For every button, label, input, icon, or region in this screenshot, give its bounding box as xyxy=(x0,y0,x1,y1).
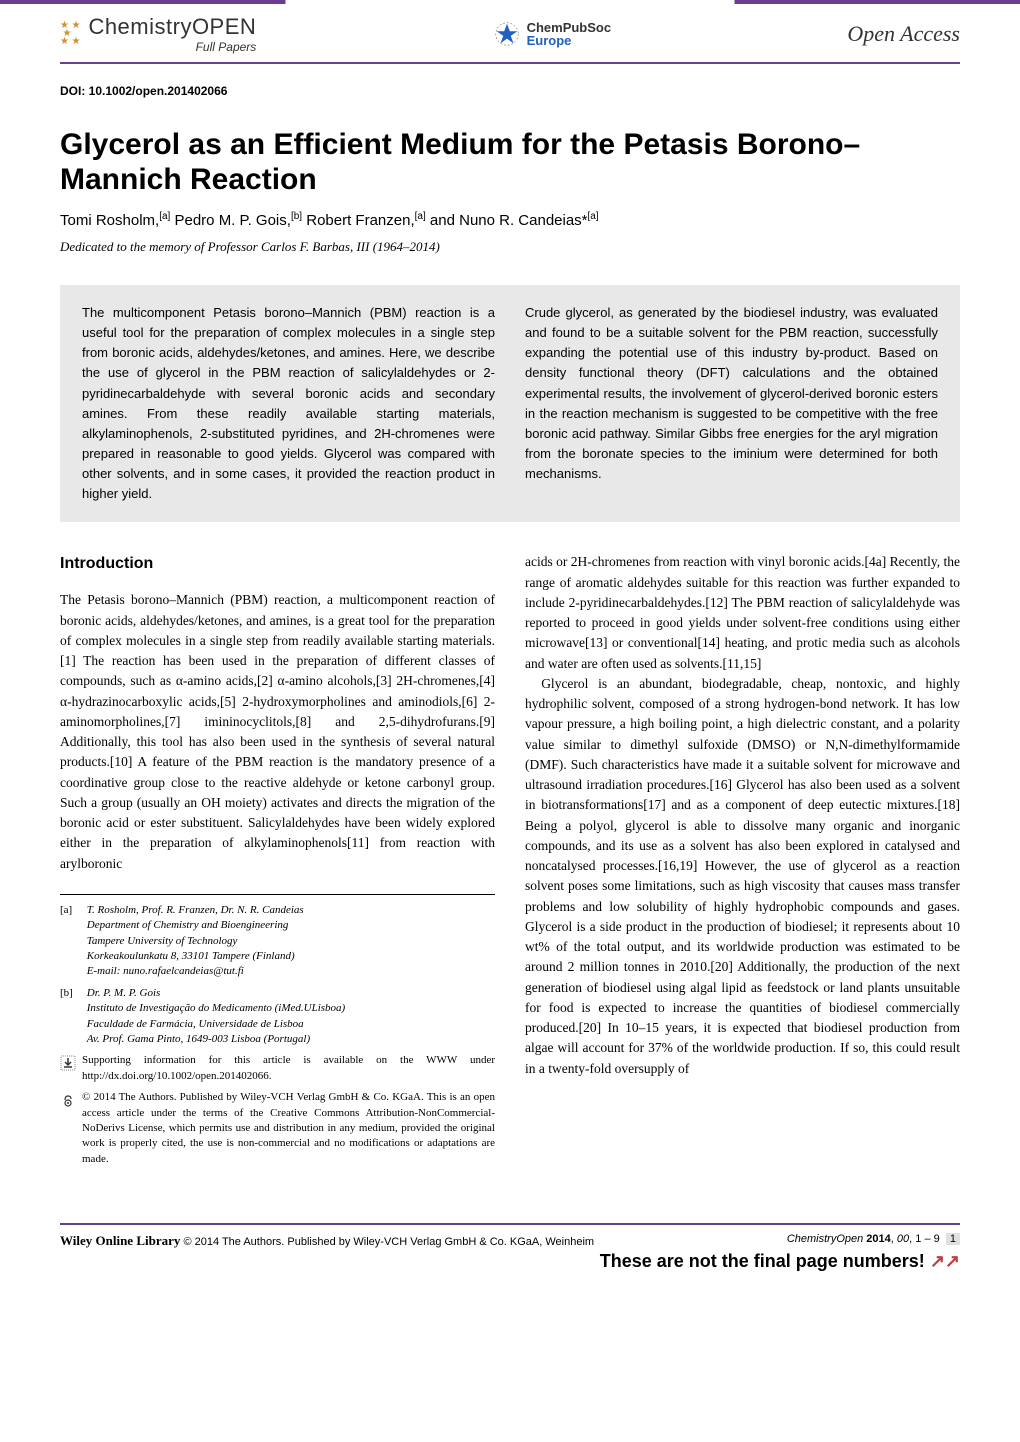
affil-names: T. Rosholm, Prof. R. Franzen, Dr. N. R. … xyxy=(87,904,304,916)
publisher-logo: ChemPubSoc Europe xyxy=(493,20,612,48)
article-title: Glycerol as an Efficient Medium for the … xyxy=(60,128,960,197)
dedication: Dedicated to the memory of Professor Car… xyxy=(60,239,960,255)
body-paragraph: Glycerol is an abundant, biodegradable, … xyxy=(525,674,960,1079)
stars-icon: ★ ★ ★★ ★ xyxy=(60,22,80,46)
introduction-heading: Introduction xyxy=(60,552,495,576)
affil-block: Dr. P. M. P. Gois Instituto de Investiga… xyxy=(87,986,494,1048)
abstract-right: Crude glycerol, as generated by the biod… xyxy=(525,303,938,504)
header: ★ ★ ★★ ★ ChemistryOPEN Full Papers ChemP… xyxy=(0,4,1020,62)
citation-journal: ChemistryOpen xyxy=(787,1233,863,1245)
abstract-box: The multicomponent Petasis borono–Mannic… xyxy=(60,285,960,522)
body-paragraph: acids or 2H-chromenes from reaction with… xyxy=(525,552,960,674)
affil-block: T. Rosholm, Prof. R. Franzen, Dr. N. R. … xyxy=(87,903,494,980)
affil-line: Av. Prof. Gama Pinto, 1649-003 Lisboa (P… xyxy=(87,1033,310,1045)
arrows-icon: ↗↗ xyxy=(930,1251,960,1271)
download-icon xyxy=(60,1055,76,1071)
wiley-online-library: Wiley Online Library xyxy=(60,1233,180,1248)
open-access-icon xyxy=(60,1092,76,1108)
affil-label: [b] xyxy=(60,986,84,1001)
body-left-column: Introduction The Petasis borono–Mannich … xyxy=(60,552,495,1173)
affil-line: Department of Chemistry and Bioengineeri… xyxy=(87,919,289,931)
authors: Tomi Rosholm,[a] Pedro M. P. Gois,[b] Ro… xyxy=(60,211,960,229)
journal-section: Full Papers xyxy=(88,40,256,54)
supporting-text: Supporting information for this article … xyxy=(82,1053,495,1084)
content: DOI: 10.1002/open.201402066 Glycerol as … xyxy=(0,64,1020,1193)
open-access-label: Open Access xyxy=(847,21,960,47)
affil-label: [a] xyxy=(60,903,84,918)
license-text: © 2014 The Authors. Published by Wiley-V… xyxy=(82,1090,495,1167)
page-number: 1 xyxy=(946,1233,960,1245)
footer-copyright: © 2014 The Authors. Published by Wiley-V… xyxy=(183,1236,594,1248)
page: ★ ★ ★★ ★ ChemistryOPEN Full Papers ChemP… xyxy=(0,0,1020,1302)
footer-left: Wiley Online Library © 2014 The Authors.… xyxy=(60,1233,594,1249)
affil-line: Tampere University of Technology xyxy=(87,935,238,947)
license-info: © 2014 The Authors. Published by Wiley-V… xyxy=(60,1090,495,1167)
publisher-name-bottom: Europe xyxy=(527,34,612,47)
not-final-notice: These are not the final page numbers! ↗↗ xyxy=(600,1251,960,1272)
affiliations: [a] T. Rosholm, Prof. R. Franzen, Dr. N.… xyxy=(60,894,495,1167)
affil-email: E-mail: nuno.rafaelcandeias@tut.fi xyxy=(87,965,244,977)
journal-name: ChemistryOPEN xyxy=(88,14,256,40)
affiliation-b: [b] Dr. P. M. P. Gois Instituto de Inves… xyxy=(60,986,495,1048)
journal-logo-text: ChemistryOPEN Full Papers xyxy=(88,14,256,54)
affil-names: Dr. P. M. P. Gois xyxy=(87,987,161,999)
affiliation-a: [a] T. Rosholm, Prof. R. Franzen, Dr. N.… xyxy=(60,903,495,980)
body-paragraph: The Petasis borono–Mannich (PBM) reactio… xyxy=(60,590,495,874)
body-right-column: acids or 2H-chromenes from reaction with… xyxy=(525,552,960,1173)
abstract-left: The multicomponent Petasis borono–Mannic… xyxy=(82,303,495,504)
supporting-info: Supporting information for this article … xyxy=(60,1053,495,1084)
affil-line: Faculdade de Farmácia, Universidade de L… xyxy=(87,1018,304,1030)
footer: Wiley Online Library © 2014 The Authors.… xyxy=(60,1223,960,1302)
publisher-text: ChemPubSoc Europe xyxy=(527,21,612,47)
doi: DOI: 10.1002/open.201402066 xyxy=(60,84,960,98)
citation-pages: 1 – 9 xyxy=(915,1233,939,1245)
body-columns: Introduction The Petasis borono–Mannich … xyxy=(60,552,960,1173)
citation-vol: 00 xyxy=(897,1233,909,1245)
citation-year: 2014 xyxy=(866,1233,890,1245)
not-final-text: These are not the final page numbers! xyxy=(600,1251,925,1271)
publisher-icon xyxy=(493,20,521,48)
affil-line: Korkeakoulunkatu 8, 33101 Tampere (Finla… xyxy=(87,950,295,962)
journal-logo: ★ ★ ★★ ★ ChemistryOPEN Full Papers xyxy=(60,14,256,54)
footer-right: ChemistryOpen 2014, 00, 1 – 9 1 These ar… xyxy=(600,1233,960,1272)
affil-line: Instituto de Investigação do Medicamento… xyxy=(87,1002,345,1014)
